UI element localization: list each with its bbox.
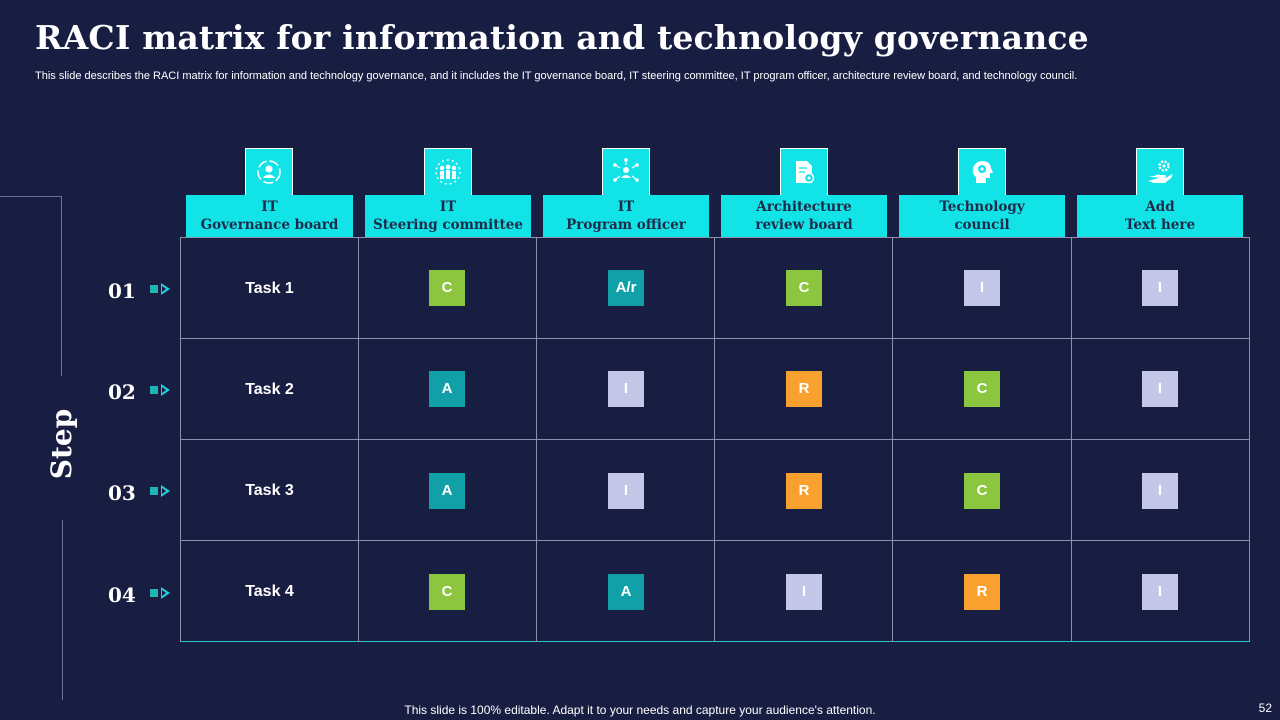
raci-badge: C: [429, 574, 465, 610]
raci-badge: I: [786, 574, 822, 610]
head-gear-icon: [958, 148, 1006, 196]
document-gear-icon: [780, 148, 828, 196]
column-header-it-program-officer: IT Program officer: [543, 195, 709, 237]
row-arrow-icon: [150, 485, 172, 497]
raci-badge: C: [429, 270, 465, 306]
column-header-line1: Technology: [939, 199, 1025, 215]
raci-badge: C: [964, 473, 1000, 509]
raci-badge: A: [429, 473, 465, 509]
raci-badge: R: [786, 371, 822, 407]
page-title: RACI matrix for information and technolo…: [35, 18, 1089, 57]
column-header-line1: IT: [617, 199, 635, 215]
column-header-line1: Add: [1145, 199, 1175, 215]
raci-badge: R: [786, 473, 822, 509]
task-label: Task 2: [245, 381, 294, 398]
raci-badge: I: [608, 371, 644, 407]
task-label: Task 3: [245, 482, 294, 499]
raci-badge: I: [1142, 473, 1178, 509]
raci-badge: I: [1142, 371, 1178, 407]
grid-divider: [180, 338, 1250, 339]
column-header-line2: review board: [755, 217, 853, 233]
raci-badge: A/r: [608, 270, 644, 306]
task-label: Task 1: [245, 280, 294, 297]
step-bracket-bottom: [62, 520, 63, 700]
column-header-architecture-review-board: Architecture review board: [721, 195, 887, 237]
raci-badge: I: [608, 473, 644, 509]
column-header-it-steering-committee: IT Steering committee: [365, 195, 531, 237]
raci-badge: C: [964, 371, 1000, 407]
raci-badge: A: [608, 574, 644, 610]
page-number: 52: [1258, 701, 1272, 715]
raci-badge: I: [1142, 574, 1178, 610]
column-header-line1: IT: [261, 199, 278, 215]
column-header-technology-council: Technology council: [899, 195, 1065, 237]
grid-divider: [180, 439, 1250, 440]
grid-divider: [180, 540, 1250, 541]
row-arrow-icon: [150, 587, 172, 599]
column-header-line2: Steering committee: [373, 217, 523, 233]
column-header-line1: IT: [439, 199, 457, 215]
row-number: 01: [108, 279, 136, 303]
column-header-line2: council: [954, 217, 1010, 233]
governance-icon: [245, 148, 293, 196]
raci-badge: A: [429, 371, 465, 407]
row-number: 02: [108, 380, 136, 404]
column-header-add-text: Add Text here: [1077, 195, 1243, 237]
task-label: Task 4: [245, 583, 294, 600]
step-label: Step: [45, 408, 78, 480]
hand-gear-icon: [1136, 148, 1184, 196]
row-arrow-icon: [150, 384, 172, 396]
column-header-line2: Governance board: [200, 217, 339, 233]
footer-note: This slide is 100% editable. Adapt it to…: [404, 703, 876, 717]
row-arrow-icon: [150, 283, 172, 295]
raci-badge: I: [964, 270, 1000, 306]
row-number: 03: [108, 481, 136, 505]
page-subtitle: This slide describes the RACI matrix for…: [35, 70, 1078, 82]
raci-badge: R: [964, 574, 1000, 610]
row-number: 04: [108, 583, 136, 607]
raci-badge: I: [1142, 270, 1178, 306]
column-header-line2: Text here: [1124, 217, 1196, 233]
network-user-icon: [602, 148, 650, 196]
team-icon: [424, 148, 472, 196]
step-bracket-top: [0, 196, 62, 376]
raci-badge: C: [786, 270, 822, 306]
column-header-it-governance-board: IT Governance board: [186, 195, 353, 237]
column-header-line1: Architecture: [756, 199, 852, 215]
column-header-line2: Program officer: [566, 217, 686, 233]
